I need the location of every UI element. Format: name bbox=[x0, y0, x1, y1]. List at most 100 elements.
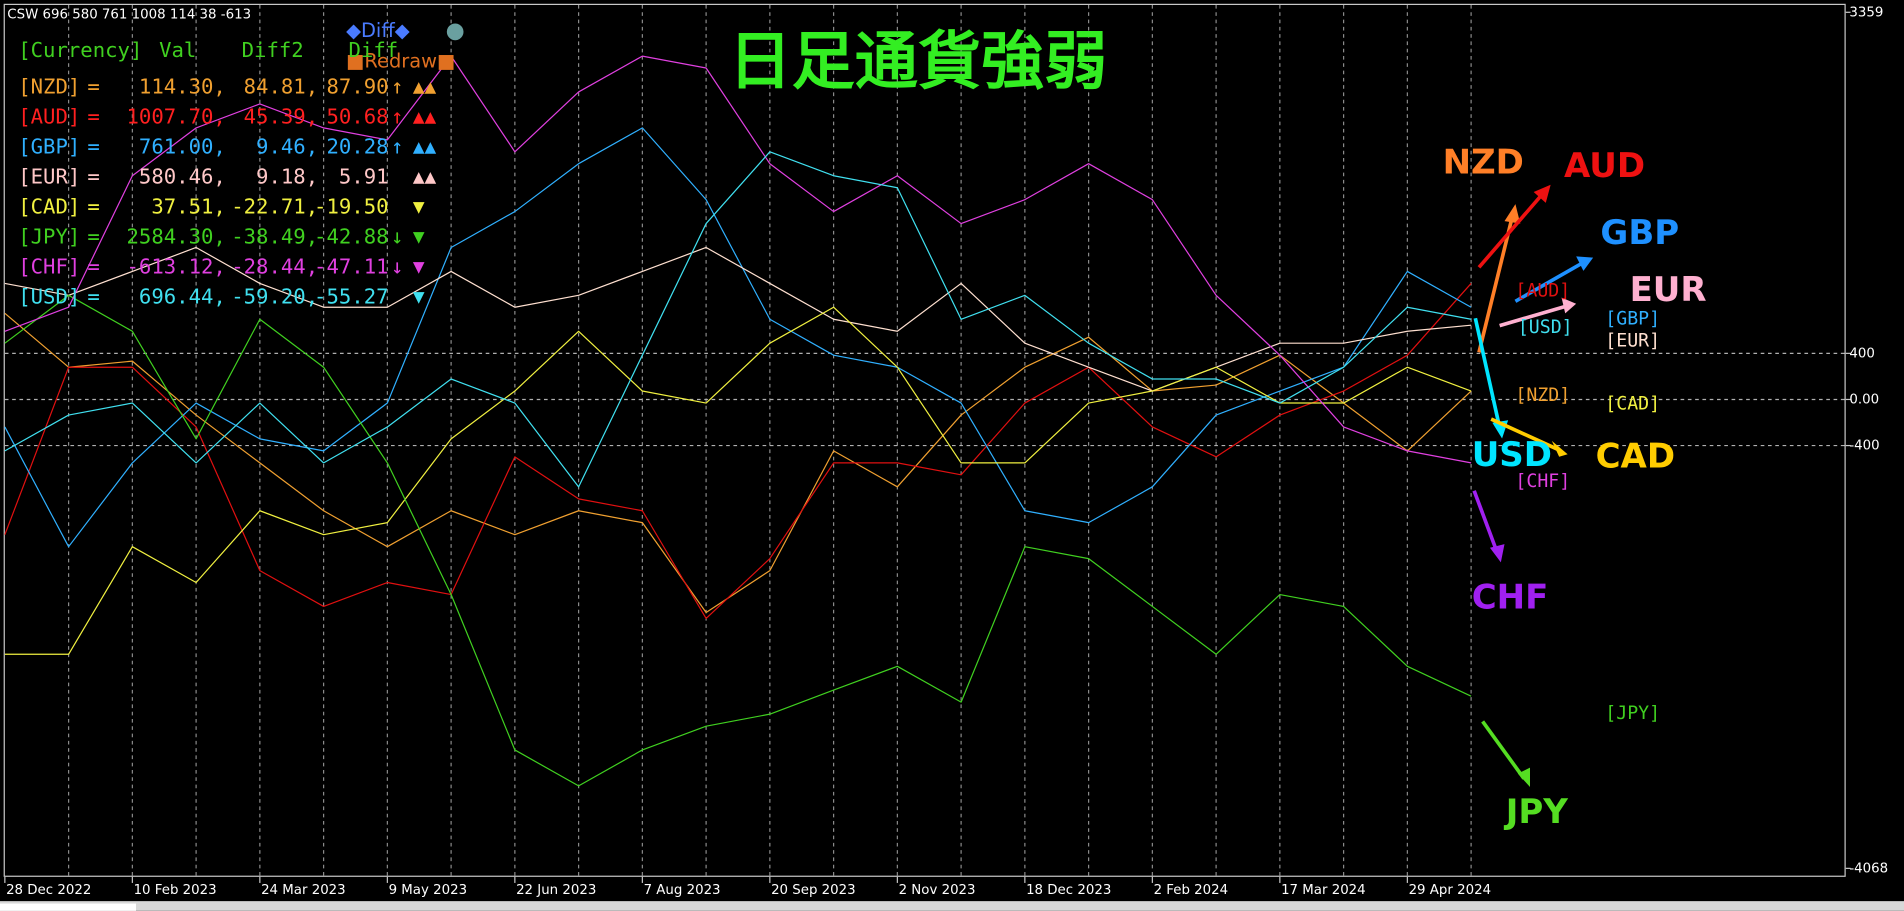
cell-val: 1007.70, bbox=[127, 105, 226, 129]
cell-diff: -55.27 bbox=[314, 285, 389, 309]
currency-label: USD bbox=[1472, 435, 1552, 475]
arrow bbox=[1499, 304, 1567, 328]
cell-name: [CHF] bbox=[18, 255, 80, 279]
series-line bbox=[4, 283, 1472, 620]
arrow-head bbox=[1504, 204, 1521, 224]
cell-val: 580.46, bbox=[139, 165, 226, 189]
cell-diff: 87.90 bbox=[326, 75, 388, 99]
cell-marks: ▲▲ bbox=[413, 165, 437, 188]
table-header: Val bbox=[159, 38, 196, 62]
currency-tag: [CHF] bbox=[1515, 471, 1570, 492]
cell-sep: = bbox=[87, 75, 99, 99]
cell-marks: ▼ bbox=[413, 225, 425, 248]
cell-diff: -19.50 bbox=[314, 195, 389, 219]
dot-button[interactable]: ● bbox=[446, 19, 465, 44]
x-tick-label: 28 Dec 2022 bbox=[6, 883, 91, 898]
cell-diff2: -38.49, bbox=[231, 225, 318, 249]
tab bbox=[0, 903, 136, 911]
cell-sep: = bbox=[87, 165, 99, 189]
arrow bbox=[1477, 193, 1544, 269]
cell-val: 37.51, bbox=[151, 195, 226, 219]
series-line bbox=[4, 306, 1472, 655]
cell-diff: -42.88 bbox=[314, 225, 389, 249]
x-tick-label: 17 Mar 2024 bbox=[1281, 883, 1366, 898]
currency-tag: [CAD] bbox=[1605, 394, 1660, 415]
currency-tag: [AUD] bbox=[1515, 281, 1570, 302]
cell-diff: 50.68 bbox=[326, 105, 388, 129]
table-header: Diff bbox=[349, 38, 399, 62]
cell-arrow: ↑ bbox=[391, 75, 403, 99]
series-line bbox=[4, 127, 1472, 548]
labels: NZD [NZD] AUD [AUD] GBP [GBP]EUR [EUR] CAD [CAD]… bbox=[1443, 143, 1707, 833]
redraw-button[interactable]: ■Redraw■ bbox=[346, 50, 455, 73]
cell-marks: ▲▲ bbox=[413, 75, 437, 98]
cell-diff: 5.91 bbox=[339, 165, 389, 189]
currency-tag: [USD] bbox=[1518, 317, 1573, 338]
arrow bbox=[1473, 317, 1502, 428]
x-tick-label: 18 Dec 2023 bbox=[1026, 883, 1111, 898]
chart-title: 日足通貨強弱 bbox=[729, 24, 1108, 98]
x-tick-label: 29 Apr 2024 bbox=[1409, 883, 1492, 898]
currency-label: NZD bbox=[1443, 143, 1524, 183]
currency-label: GBP bbox=[1600, 213, 1679, 253]
cell-sep: = bbox=[87, 195, 99, 219]
x-tick-label: 7 Aug 2023 bbox=[644, 883, 721, 898]
cell-val: -613.12, bbox=[127, 255, 226, 279]
cell-diff2: 84.81, bbox=[244, 75, 319, 99]
cell-val: 761.00, bbox=[139, 135, 226, 159]
cell-name: [CAD] bbox=[18, 195, 80, 219]
cell-sep: = bbox=[87, 255, 99, 279]
cell-diff2: 9.46, bbox=[256, 135, 318, 159]
currency-label: EUR bbox=[1630, 270, 1707, 310]
currency-tag: [NZD] bbox=[1515, 385, 1570, 406]
cell-arrow: ↑ bbox=[391, 135, 403, 159]
cell-diff2: -59.20, bbox=[231, 285, 318, 309]
cell-diff2: 9.18, bbox=[256, 165, 318, 189]
cell-marks: ▼ bbox=[413, 195, 425, 218]
cell-sep: = bbox=[87, 285, 99, 309]
arrow bbox=[1490, 417, 1559, 452]
table-header: Diff2 bbox=[242, 38, 304, 62]
cell-val: 114.30, bbox=[139, 75, 226, 99]
cell-name: [AUD] bbox=[18, 105, 80, 129]
cell-sep: = bbox=[87, 225, 99, 249]
arrow-head bbox=[1576, 256, 1594, 271]
cell-arrow: ↓ bbox=[391, 255, 403, 279]
cell-name: [NZD] bbox=[18, 75, 80, 99]
currency-label: CHF bbox=[1472, 577, 1549, 617]
y-tick-label: 3359 bbox=[1849, 5, 1883, 20]
cell-diff2: -28.44, bbox=[231, 255, 318, 279]
currency-label: AUD bbox=[1564, 146, 1645, 186]
cell-marks: ▼ bbox=[413, 255, 425, 278]
header: CSW 696 580 761 1008 114 38 -613 bbox=[7, 8, 251, 23]
cell-sep: = bbox=[87, 135, 99, 159]
plot-frame bbox=[3, 3, 1846, 877]
cell-marks: ▲▲ bbox=[413, 135, 437, 158]
x-tick-label: 24 Mar 2023 bbox=[261, 883, 346, 898]
series-line bbox=[4, 55, 1472, 464]
arrow bbox=[1481, 720, 1526, 780]
x-tick-label: 22 Jun 2023 bbox=[516, 883, 596, 898]
x-tick-label: 2 Feb 2024 bbox=[1154, 883, 1229, 898]
x-tick-label: 2 Nov 2023 bbox=[899, 883, 976, 898]
x-tick-label: 20 Sep 2023 bbox=[771, 883, 856, 898]
cell-val: 696.44, bbox=[139, 285, 226, 309]
series-line bbox=[4, 246, 1472, 392]
cell-sep: = bbox=[87, 105, 99, 129]
currency-tag: [EUR] bbox=[1605, 330, 1660, 351]
cell-marks: ▲▲ bbox=[413, 105, 437, 128]
cell-diff: -47.11 bbox=[314, 255, 389, 279]
cell-marks: ▼ bbox=[413, 285, 425, 308]
x-tick-label: 10 Feb 2023 bbox=[134, 883, 217, 898]
arrow bbox=[1514, 260, 1585, 303]
currency-tag: [GBP] bbox=[1605, 309, 1660, 330]
bottom-strip bbox=[0, 901, 1904, 911]
grid: 28 Dec 2022 10 Feb 2023 24 Mar 2023 9 May 2… bbox=[4, 5, 1888, 898]
arrow-head bbox=[1533, 184, 1551, 203]
diff-button[interactable]: ◆Diff◆ bbox=[346, 19, 410, 42]
currency-tag: [JPY] bbox=[1605, 703, 1660, 724]
table-header: [Currency] bbox=[18, 38, 142, 62]
cell-diff2: 45.39, bbox=[244, 105, 319, 129]
